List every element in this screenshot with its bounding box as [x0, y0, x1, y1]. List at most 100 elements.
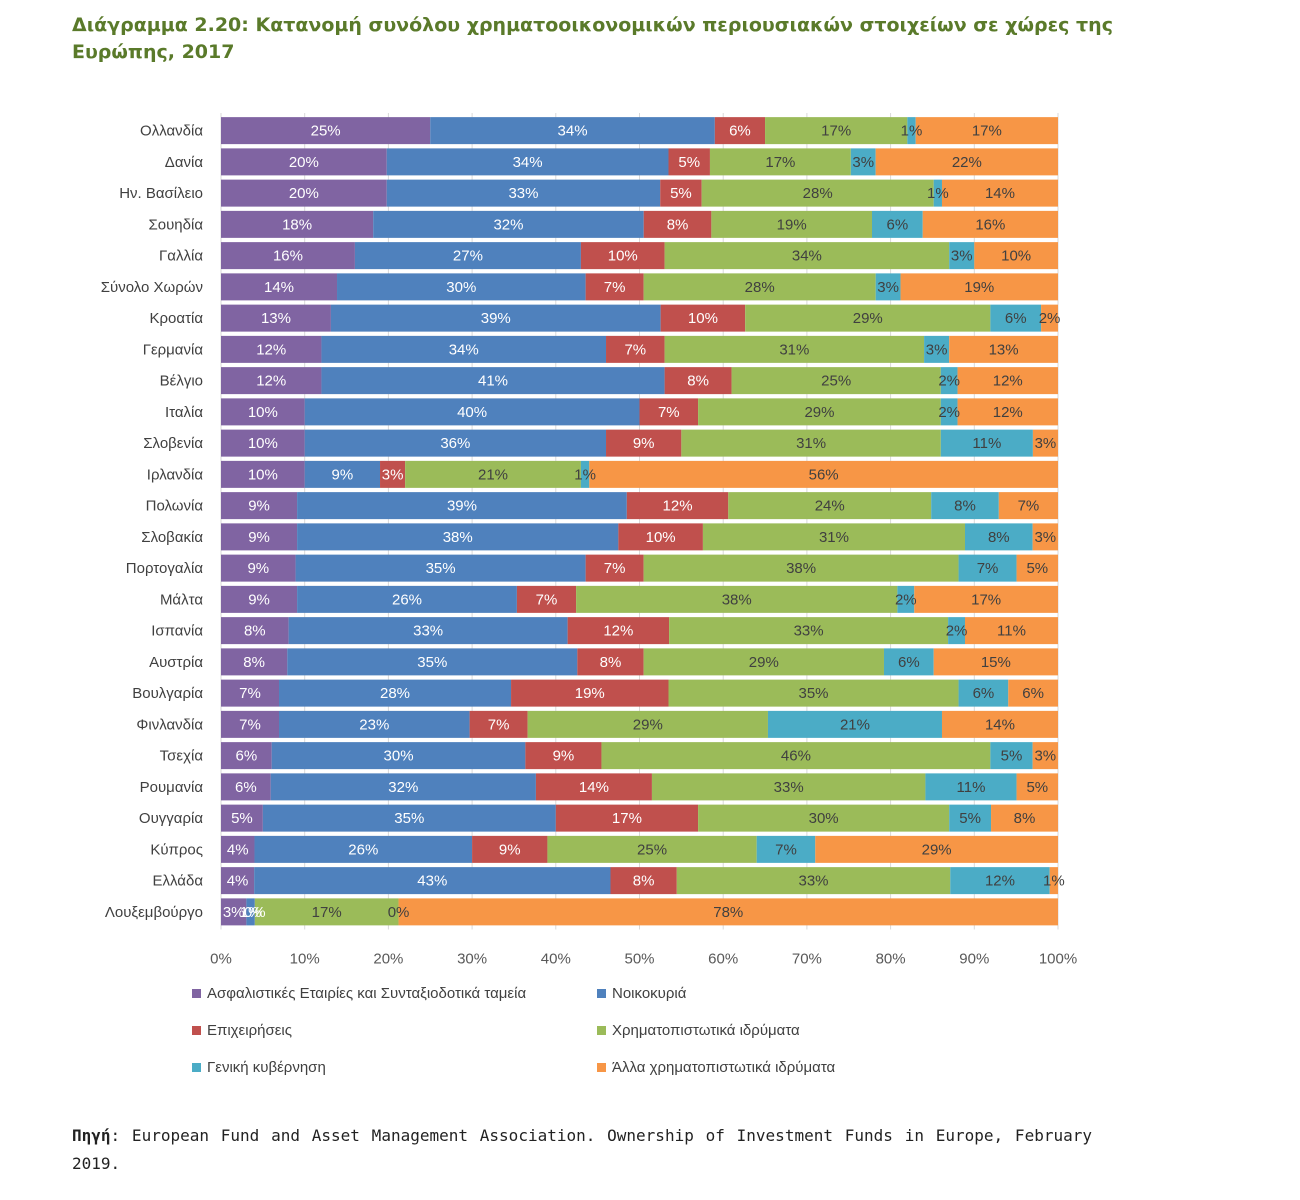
- data-label: 39%: [447, 498, 477, 515]
- data-label: 1%: [901, 123, 923, 140]
- data-label: 1%: [240, 904, 262, 921]
- data-label: 30%: [384, 748, 414, 765]
- x-tick-label: 80%: [876, 951, 906, 968]
- bar-segment: [664, 367, 732, 395]
- data-label: 7%: [239, 716, 261, 733]
- data-label: 25%: [821, 373, 851, 390]
- bar-segment: [1032, 742, 1058, 770]
- data-label: 5%: [1026, 779, 1048, 796]
- data-label: 3%: [1034, 748, 1056, 765]
- data-label: 24%: [815, 498, 845, 515]
- bar-segment: [221, 648, 288, 676]
- bar-segment: [668, 679, 959, 707]
- bar-segment: [1032, 523, 1058, 551]
- data-label: 4%: [227, 841, 249, 858]
- data-label: 27%: [453, 248, 483, 265]
- data-label: 12%: [993, 373, 1023, 390]
- bar-segment: [221, 554, 296, 582]
- bar-segment: [668, 148, 710, 176]
- bar-segment: [949, 804, 992, 832]
- data-label: 6%: [898, 654, 920, 671]
- data-label: 39%: [481, 310, 511, 327]
- data-label: 3%: [877, 279, 899, 296]
- bar-segment: [221, 679, 280, 707]
- data-label: 9%: [499, 841, 521, 858]
- bar-segment: [221, 335, 322, 363]
- bar-segment: [279, 679, 512, 707]
- bar-segment: [643, 273, 876, 301]
- data-label: 7%: [604, 279, 626, 296]
- data-label: 0%: [388, 904, 410, 921]
- data-label: 8%: [633, 873, 655, 890]
- x-tick-label: 20%: [373, 951, 403, 968]
- data-label: 8%: [244, 623, 266, 640]
- x-tick-label: 0%: [210, 951, 232, 968]
- bar-segment: [297, 492, 627, 520]
- data-label: 9%: [248, 591, 270, 608]
- data-label: 9%: [247, 560, 269, 577]
- x-tick-label: 70%: [792, 951, 822, 968]
- bar-segment: [405, 460, 581, 488]
- legend-label: Επιχειρήσεις: [207, 1022, 292, 1039]
- data-label: 31%: [779, 341, 809, 358]
- bar-segment: [664, 242, 950, 270]
- bar-segment: [535, 773, 652, 801]
- category-label: Γαλλία: [159, 248, 203, 265]
- data-label: 1%: [927, 185, 949, 202]
- category-label: Ρουμανία: [140, 779, 204, 796]
- data-label: 56%: [809, 466, 839, 483]
- bar-segment: [221, 523, 298, 551]
- bar-segment: [221, 429, 305, 457]
- data-label: 7%: [488, 716, 510, 733]
- data-label: 7%: [624, 341, 646, 358]
- bar-segment: [297, 523, 619, 551]
- bar-segment: [606, 335, 665, 363]
- x-tick-label: 100%: [1039, 951, 1077, 968]
- legend-swatch: [597, 1063, 606, 1072]
- bar-segment: [221, 867, 255, 895]
- bar-segment: [589, 460, 1058, 488]
- data-label: 9%: [553, 748, 575, 765]
- data-label: 32%: [493, 216, 523, 233]
- bar-segment: [925, 773, 1017, 801]
- data-label: 2%: [938, 373, 960, 390]
- bar-segment: [221, 742, 272, 770]
- bar-segment: [221, 898, 247, 926]
- data-label: 38%: [443, 529, 473, 546]
- bar-segment: [221, 617, 289, 645]
- bar-segment: [221, 304, 331, 332]
- data-label: 31%: [819, 529, 849, 546]
- data-label: 5%: [678, 154, 700, 171]
- bar-segment: [221, 179, 387, 207]
- bar-segment: [765, 117, 908, 145]
- bar-segment: [957, 398, 1058, 426]
- bar-segment: [386, 179, 661, 207]
- data-label: 8%: [988, 529, 1010, 546]
- bar-segment: [601, 742, 991, 770]
- data-label: 33%: [774, 779, 804, 796]
- bar-segment: [555, 804, 699, 832]
- chart-title: Διάγραμμα 2.20: Κατανομή συνόλου χρηματο…: [72, 14, 1113, 63]
- bar-segment: [664, 335, 925, 363]
- bar-segment: [262, 804, 556, 832]
- bar-segment: [745, 304, 991, 332]
- bar-segment: [940, 429, 1033, 457]
- category-label: Ιρλανδία: [147, 466, 204, 483]
- bar-segment: [254, 898, 399, 926]
- legend-item: Χρηματοπιστωτικά ιδρύματα: [597, 1022, 800, 1039]
- data-label: 19%: [777, 216, 807, 233]
- bar-segment: [643, 210, 712, 238]
- source-text: : European Fund and Asset Management Ass…: [72, 1126, 1092, 1173]
- data-label: 7%: [1018, 498, 1040, 515]
- bar-segment: [287, 648, 578, 676]
- legend-item: Γενική κυβέρνηση: [192, 1059, 326, 1076]
- bar-segment: [949, 242, 975, 270]
- data-label: 9%: [332, 466, 354, 483]
- category-label: Βουλγαρία: [132, 685, 203, 702]
- data-label: 12%: [256, 341, 286, 358]
- bar-segment: [270, 773, 536, 801]
- category-label: Φινλανδία: [136, 716, 203, 733]
- data-label: 14%: [579, 779, 609, 796]
- bar-segment: [965, 617, 1058, 645]
